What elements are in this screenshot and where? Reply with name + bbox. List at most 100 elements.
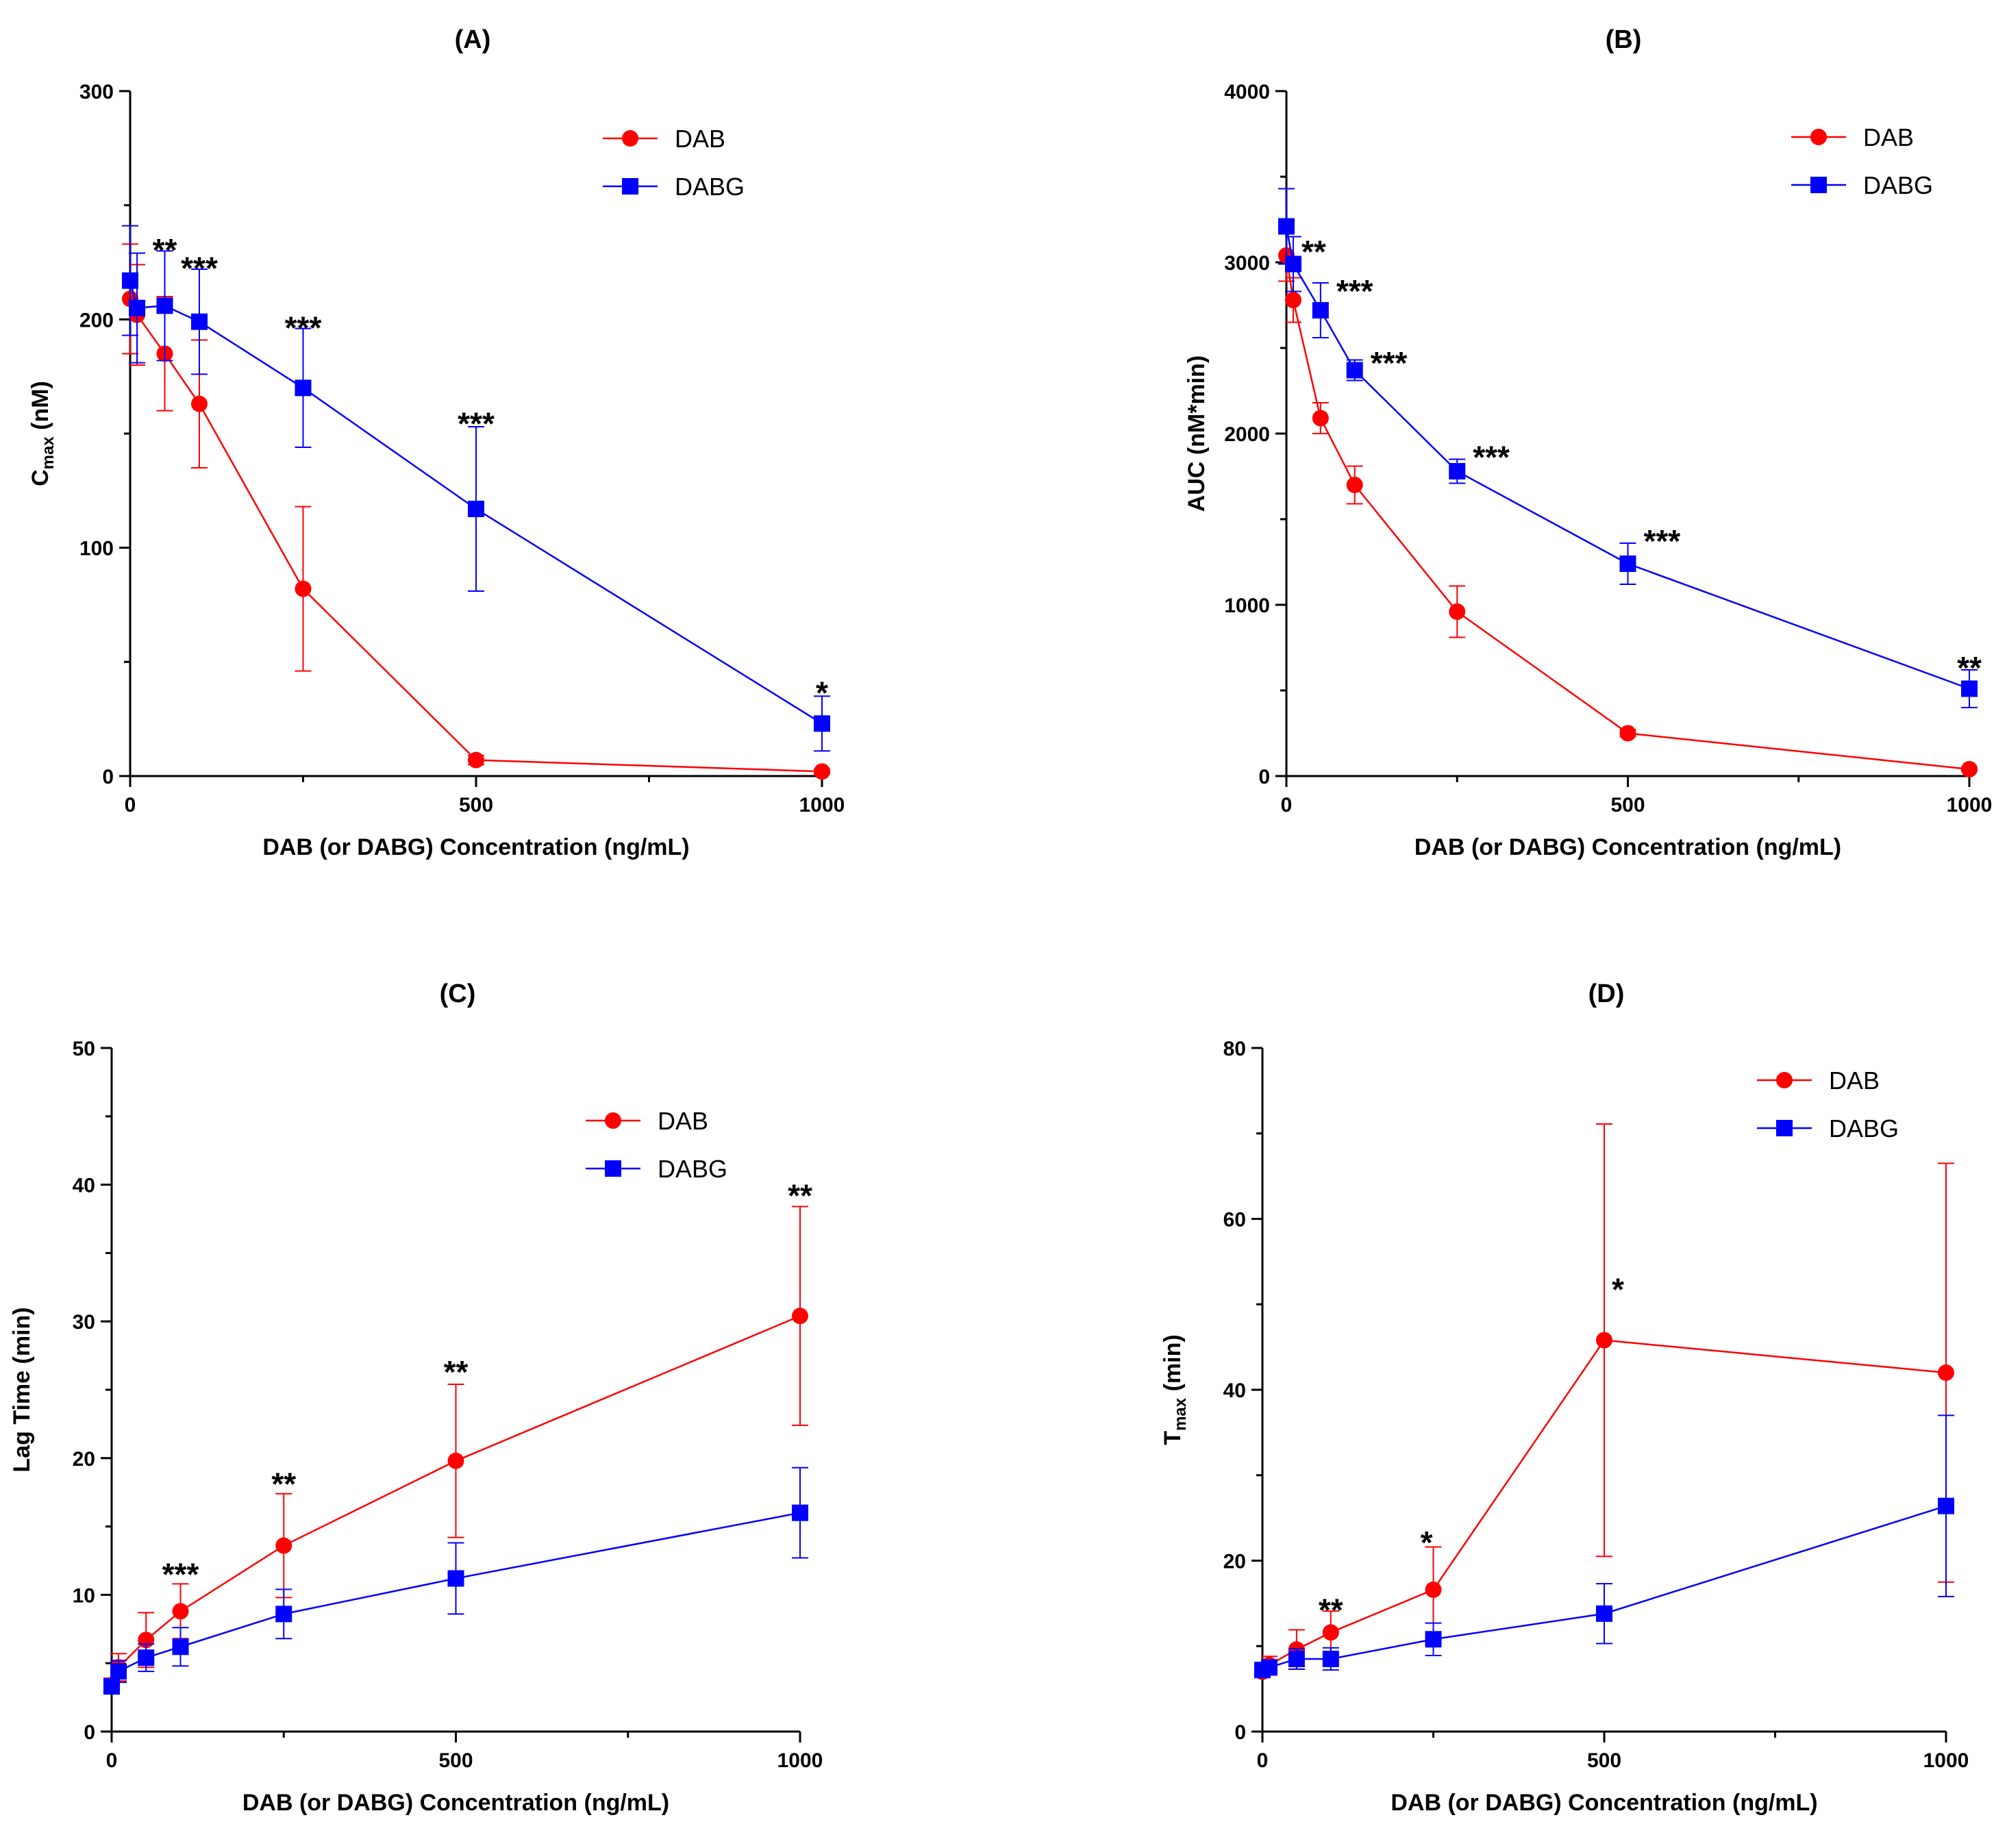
y-axis-label-rest: (nM) bbox=[27, 381, 53, 436]
panel-a: (A) 0 100 200 300 0 500 1000 DAB (or DABG) Conce… bbox=[27, 25, 845, 860]
x-tick-label: 0 bbox=[106, 1749, 118, 1772]
y-tick-label: 3000 bbox=[1224, 252, 1270, 275]
data-point-dabg bbox=[1312, 302, 1329, 319]
y-axis-label: Cmax (nM) bbox=[27, 381, 58, 486]
panel-title: (C) bbox=[440, 979, 476, 1008]
data-point-dab bbox=[1938, 1364, 1954, 1382]
significance-annotation: ** bbox=[1957, 650, 1982, 686]
y-tick-label: 60 bbox=[1223, 1209, 1246, 1232]
y-tick-label: 0 bbox=[1258, 766, 1270, 788]
y-tick-label: 0 bbox=[84, 1721, 95, 1744]
data-point-dabg bbox=[1425, 1631, 1442, 1648]
data-point-dabg bbox=[172, 1638, 189, 1656]
data-point-dab bbox=[295, 580, 312, 597]
data-point-dabg bbox=[814, 715, 830, 732]
x-tick-label: 500 bbox=[459, 794, 493, 816]
data-point-dab bbox=[191, 395, 208, 412]
significance-annotation: *** bbox=[458, 405, 495, 441]
data-point-dabg bbox=[1961, 680, 1978, 697]
y-tick-label: 40 bbox=[73, 1175, 95, 1197]
panel-title: (A) bbox=[455, 25, 491, 54]
legend-label: DAB bbox=[675, 125, 725, 153]
data-point-dab bbox=[275, 1537, 292, 1554]
x-tick-label: 0 bbox=[125, 794, 136, 816]
data-point-dabg bbox=[1938, 1497, 1954, 1514]
data-point-dabg bbox=[122, 272, 138, 289]
data-point-dabg bbox=[1284, 255, 1301, 273]
data-point-dab bbox=[1619, 725, 1636, 742]
significance-annotation: *** bbox=[1336, 273, 1373, 309]
x-tick-label: 500 bbox=[1587, 1749, 1621, 1772]
y-tick-label: 80 bbox=[1223, 1038, 1246, 1060]
data-point-dabg bbox=[110, 1663, 127, 1680]
y-axis-label: Lag Time (min) bbox=[9, 1307, 35, 1472]
panel-title: (D) bbox=[1588, 979, 1625, 1008]
data-point-dab bbox=[1312, 410, 1329, 427]
panel-title: (B) bbox=[1606, 25, 1642, 54]
data-point-dabg bbox=[792, 1504, 808, 1521]
data-point-dabg bbox=[1278, 218, 1295, 235]
data-point-dab bbox=[1425, 1581, 1442, 1598]
y-axis-label-main: T bbox=[1160, 1431, 1186, 1445]
legend-label: DAB bbox=[658, 1107, 708, 1135]
x-tick-label: 0 bbox=[1257, 1749, 1269, 1772]
panel-b: (B) 0 1000 2000 3000 4000 0 500 1000 DAB (or DABG… bbox=[1184, 25, 1992, 860]
data-point-dabg bbox=[156, 297, 173, 314]
significance-annotation: ** bbox=[153, 232, 177, 268]
legend-marker-circle bbox=[1776, 1072, 1793, 1088]
y-tick-label: 40 bbox=[1223, 1379, 1246, 1402]
significance-annotation: ** bbox=[788, 1178, 812, 1214]
significance-annotation: ** bbox=[444, 1354, 469, 1390]
y-axis-label-sub: max bbox=[1171, 1397, 1190, 1431]
x-tick-label: 1000 bbox=[799, 794, 845, 816]
y-axis-label: AUC (nM*min) bbox=[1184, 355, 1210, 512]
legend-marker-circle bbox=[622, 130, 638, 147]
significance-annotation: *** bbox=[162, 1556, 199, 1592]
data-point-dab bbox=[1596, 1332, 1612, 1349]
x-tick-label: 500 bbox=[1610, 794, 1645, 816]
legend-label: DAB bbox=[1863, 123, 1914, 151]
x-tick-label: 1000 bbox=[1923, 1749, 1969, 1772]
data-point-dab bbox=[468, 751, 484, 769]
panel-d: (D) 0 20 40 60 80 0 500 1000 DAB (or DABG) Concen… bbox=[1160, 979, 1969, 1816]
y-axis-label-rest: (min) bbox=[1160, 1334, 1186, 1398]
x-tick-label: 0 bbox=[1281, 794, 1293, 816]
data-point-dabg bbox=[1260, 1659, 1277, 1676]
data-point-dabg bbox=[1346, 362, 1363, 379]
series-dab bbox=[1278, 229, 1978, 777]
data-point-dabg bbox=[129, 299, 146, 316]
x-tick-label: 500 bbox=[438, 1749, 473, 1772]
data-point-dabg bbox=[275, 1606, 292, 1623]
legend-label: DABG bbox=[675, 173, 745, 201]
data-point-dabg bbox=[447, 1570, 464, 1587]
y-tick-label: 0 bbox=[102, 766, 114, 788]
data-point-dab bbox=[1322, 1624, 1339, 1641]
y-axis-label: Tmax (min) bbox=[1160, 1334, 1190, 1445]
x-axis-label: DAB (or DABG) Concentration (ng/mL) bbox=[1391, 1790, 1817, 1816]
y-axis-label-main: C bbox=[27, 469, 53, 486]
significance-annotation: *** bbox=[1473, 440, 1510, 475]
legend-label: DABG bbox=[1829, 1114, 1899, 1142]
y-tick-label: 4000 bbox=[1224, 81, 1270, 103]
legend-label: DABG bbox=[1863, 171, 1933, 199]
data-point-dabg bbox=[295, 379, 312, 397]
legend: DAB DABG bbox=[586, 1107, 727, 1183]
y-tick-label: 30 bbox=[73, 1311, 95, 1334]
series-dabg bbox=[103, 1466, 808, 1695]
data-point-dabg bbox=[1288, 1650, 1305, 1667]
data-point-dabg bbox=[468, 501, 484, 517]
data-point-dabg bbox=[138, 1649, 155, 1666]
significance-annotation: ** bbox=[271, 1466, 296, 1502]
legend-marker-circle bbox=[605, 1112, 621, 1129]
series-dabg bbox=[1278, 188, 1978, 708]
significance-annotation: *** bbox=[285, 310, 322, 345]
legend-label: DABG bbox=[658, 1155, 727, 1183]
data-point-dabg bbox=[1596, 1605, 1612, 1622]
data-point-dab bbox=[1449, 603, 1466, 620]
y-tick-label: 20 bbox=[73, 1448, 95, 1471]
y-axis-label-main: AUC (nM*min) bbox=[1184, 355, 1210, 512]
significance-annotation: ** bbox=[1301, 234, 1326, 270]
data-point-dab bbox=[1961, 761, 1978, 777]
